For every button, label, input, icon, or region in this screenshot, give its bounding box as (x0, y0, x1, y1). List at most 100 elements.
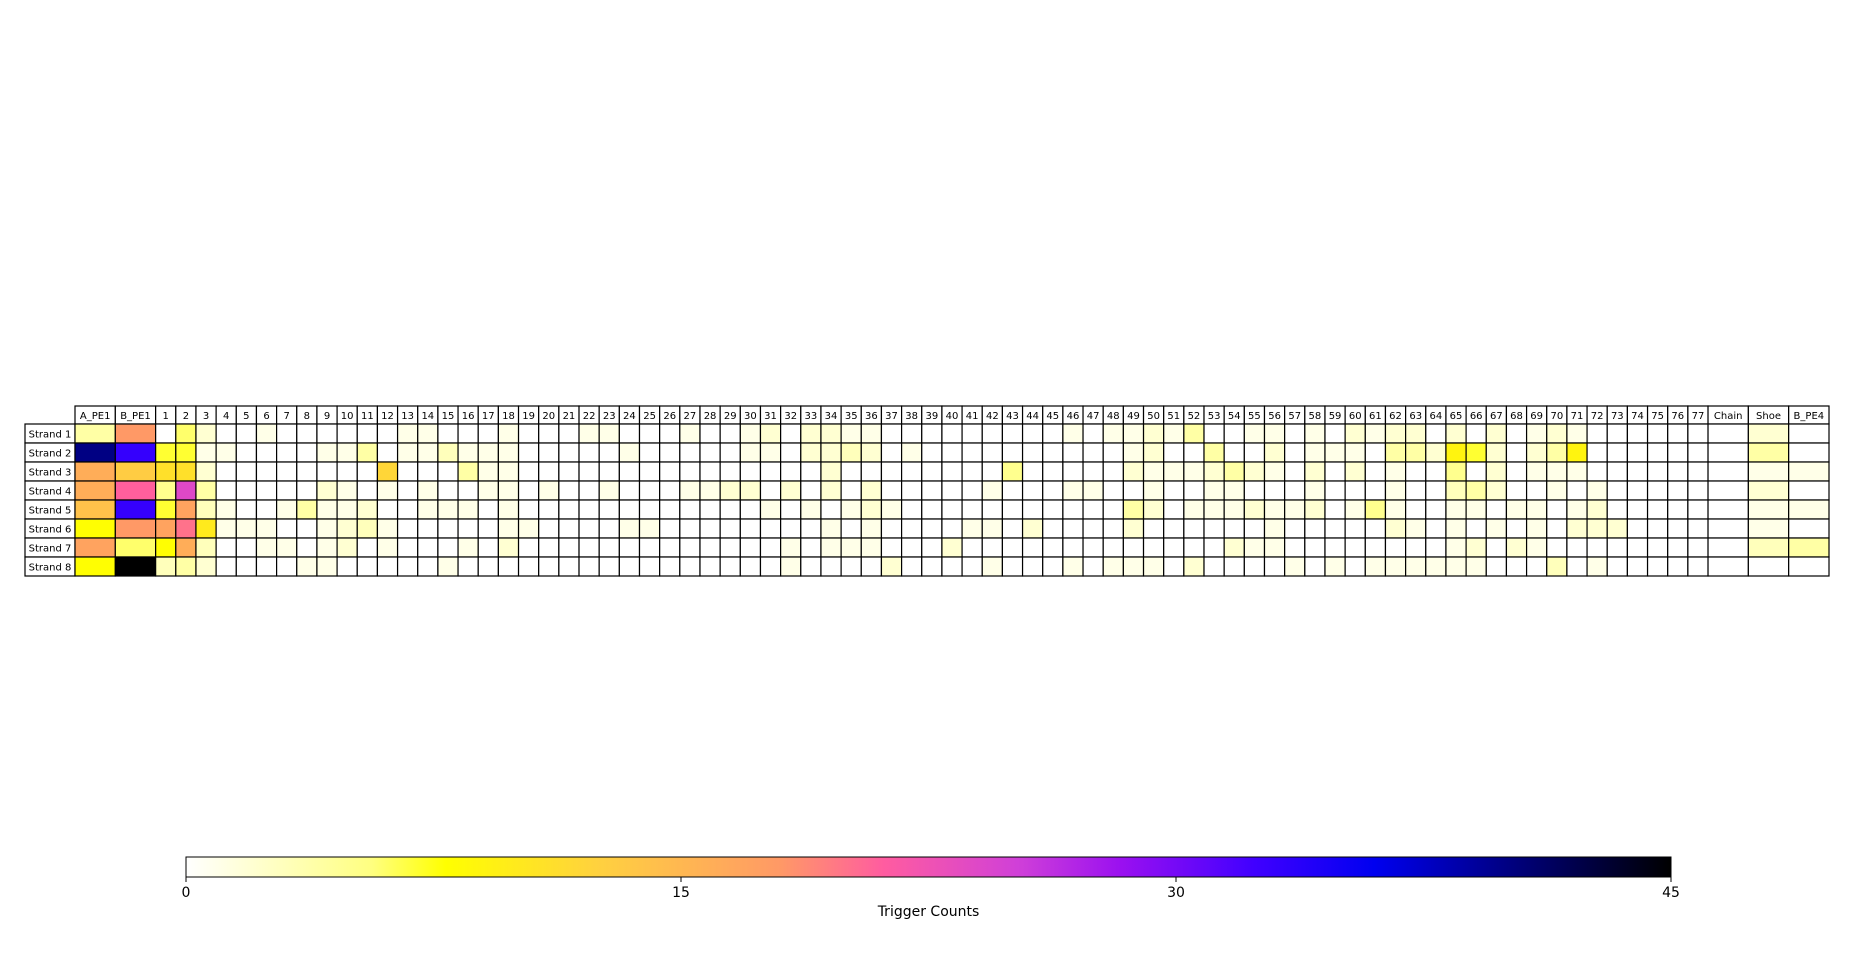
heatmap-cell (1082, 442, 1104, 463)
heatmap-cell (1747, 499, 1790, 520)
heatmap-cell (437, 518, 459, 539)
heatmap-cell (759, 480, 782, 501)
heatmap-cell (1566, 480, 1588, 501)
heatmap-cell (155, 556, 177, 577)
row-label-column: Strand 1 Strand 2 Strand 3 Strand 4 Strand 5… (24, 423, 76, 577)
heatmap-cell (900, 518, 923, 539)
heatmap-cell (1364, 423, 1387, 444)
heatmap-cell (1102, 442, 1124, 463)
heatmap-cell (679, 499, 701, 520)
heatmap-cell (155, 537, 177, 558)
heatmap-cell (1788, 499, 1830, 520)
heatmap-cell (74, 537, 116, 558)
heatmap-cell (1667, 537, 1689, 558)
heatmap-cell (598, 499, 620, 520)
heatmap-cell (941, 423, 963, 444)
heatmap-cell (1364, 461, 1387, 482)
heatmap-cell (235, 461, 258, 482)
heatmap-cell (1263, 537, 1286, 558)
heatmap-cell (1525, 518, 1548, 539)
heatmap-cell (1243, 537, 1266, 558)
heatmap-cell (1384, 518, 1407, 539)
heatmap-cell (1626, 480, 1649, 501)
heatmap-cell (800, 442, 822, 463)
heatmap-cell (1707, 537, 1749, 558)
heatmap-cell (437, 480, 459, 501)
heatmap-cell (296, 537, 318, 558)
heatmap-cell (1364, 537, 1387, 558)
column-header-label: 15 (442, 411, 455, 422)
column-header-label: 38 (905, 411, 918, 422)
heatmap-cell (376, 556, 399, 577)
heatmap-cell (1364, 442, 1387, 463)
heatmap-cell (1344, 480, 1366, 501)
column-header-label: 6 (263, 411, 269, 422)
column-header-label: 28 (704, 411, 717, 422)
heatmap-cell (1788, 461, 1830, 482)
heatmap-cell (396, 499, 419, 520)
heatmap-cell (1183, 423, 1205, 444)
heatmap-cell (1707, 423, 1749, 444)
column-header-label: 69 (1530, 411, 1543, 422)
heatmap-cell (638, 423, 661, 444)
colorbar-ticks: 0 15 30 45 (182, 877, 1680, 901)
heatmap-cell (1163, 461, 1185, 482)
heatmap-cell (800, 556, 822, 577)
heatmap-cell (800, 499, 822, 520)
heatmap-cell (1183, 442, 1205, 463)
heatmap-cell (1485, 556, 1508, 577)
heatmap-cell (1606, 442, 1628, 463)
column-header-label: 40 (946, 411, 959, 422)
heatmap-cell (1042, 461, 1064, 482)
heatmap-cell (538, 461, 560, 482)
heatmap-cell (276, 480, 298, 501)
heatmap-cell (1001, 518, 1024, 539)
heatmap-cell (1465, 499, 1487, 520)
heatmap-cell (900, 499, 923, 520)
heatmap-cell (114, 556, 157, 577)
heatmap-cell (679, 442, 701, 463)
heatmap-cell (961, 556, 983, 577)
heatmap-cell (1062, 499, 1084, 520)
heatmap-cell (558, 499, 580, 520)
heatmap-cell (1525, 537, 1548, 558)
heatmap-cell (578, 423, 600, 444)
heatmap-cell (417, 537, 439, 558)
heatmap-cell (1284, 423, 1306, 444)
column-header-label: 31 (764, 411, 777, 422)
heatmap-cell (1405, 518, 1427, 539)
heatmap-cell (860, 537, 883, 558)
heatmap-cell (1465, 556, 1487, 577)
heatmap-cell (1687, 480, 1709, 501)
column-header-label: 5 (243, 411, 249, 422)
heatmap-cell (880, 556, 903, 577)
heatmap-cell (719, 499, 741, 520)
heatmap-cell (1425, 499, 1447, 520)
column-header-label: 9 (324, 411, 330, 422)
heatmap-cell (437, 537, 459, 558)
heatmap-cell (155, 442, 177, 463)
heatmap-cell (1324, 499, 1346, 520)
column-header-label: 29 (724, 411, 737, 422)
column-header-label: 7 (284, 411, 290, 422)
heatmap-cell (1505, 499, 1528, 520)
heatmap-cell (497, 556, 520, 577)
heatmap-cell (1203, 442, 1225, 463)
heatmap-cell (1687, 556, 1709, 577)
heatmap-cell (1062, 480, 1084, 501)
heatmap-cell (941, 442, 963, 463)
heatmap-cell (457, 499, 479, 520)
heatmap-cell (1324, 480, 1346, 501)
heatmap-cell (1142, 461, 1165, 482)
heatmap-cell (1102, 499, 1124, 520)
heatmap-cell (759, 537, 782, 558)
heatmap-cell (417, 461, 439, 482)
heatmap-cell (296, 461, 318, 482)
heatmap-cell (1062, 423, 1084, 444)
heatmap-cell (215, 423, 237, 444)
heatmap-cell (1626, 537, 1649, 558)
heatmap-cell (880, 480, 903, 501)
heatmap-cell (1304, 537, 1326, 558)
heatmap-cell (1747, 537, 1790, 558)
